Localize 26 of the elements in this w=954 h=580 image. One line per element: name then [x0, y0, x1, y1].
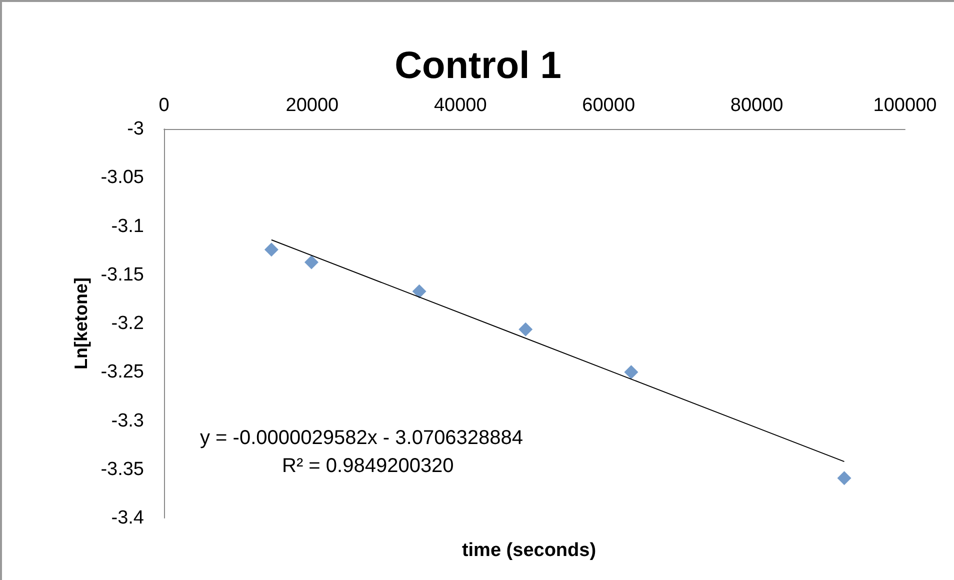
chart-title: Control 1	[394, 45, 562, 87]
point	[304, 255, 318, 270]
x-tick-label: 20000	[286, 95, 339, 116]
y-tick-label: -3.1	[111, 216, 144, 237]
point	[624, 365, 638, 380]
y-tick-label: -3.15	[100, 264, 144, 286]
y-tick-label: -3.05	[100, 167, 144, 188]
x-tick-label: 100000	[873, 95, 937, 116]
point	[412, 284, 426, 298]
x-tick-label: 40000	[434, 95, 487, 116]
y-tick-label: -3.2	[111, 313, 144, 334]
y-axis-title: Ln[ketone]	[70, 278, 91, 370]
annotation: R² = 0.9849200320	[282, 455, 454, 477]
annotation: y = -0.0000029582x - 3.0706328884	[200, 427, 524, 449]
x-axis-title: time (seconds)	[462, 540, 596, 561]
point	[837, 471, 852, 486]
y-tick-label: -3.35	[100, 458, 144, 480]
y-tick-label: -3	[127, 118, 144, 140]
x-tick-label: 60000	[582, 95, 636, 116]
x-tick-label: 0	[158, 95, 170, 116]
y-tick-label: -3.4	[111, 508, 144, 528]
point	[264, 242, 278, 257]
point	[518, 322, 533, 336]
x-tick-label: 80000	[730, 95, 784, 116]
y-tick-label: -3.25	[100, 362, 144, 383]
y-tick-label: -3.3	[111, 410, 144, 432]
